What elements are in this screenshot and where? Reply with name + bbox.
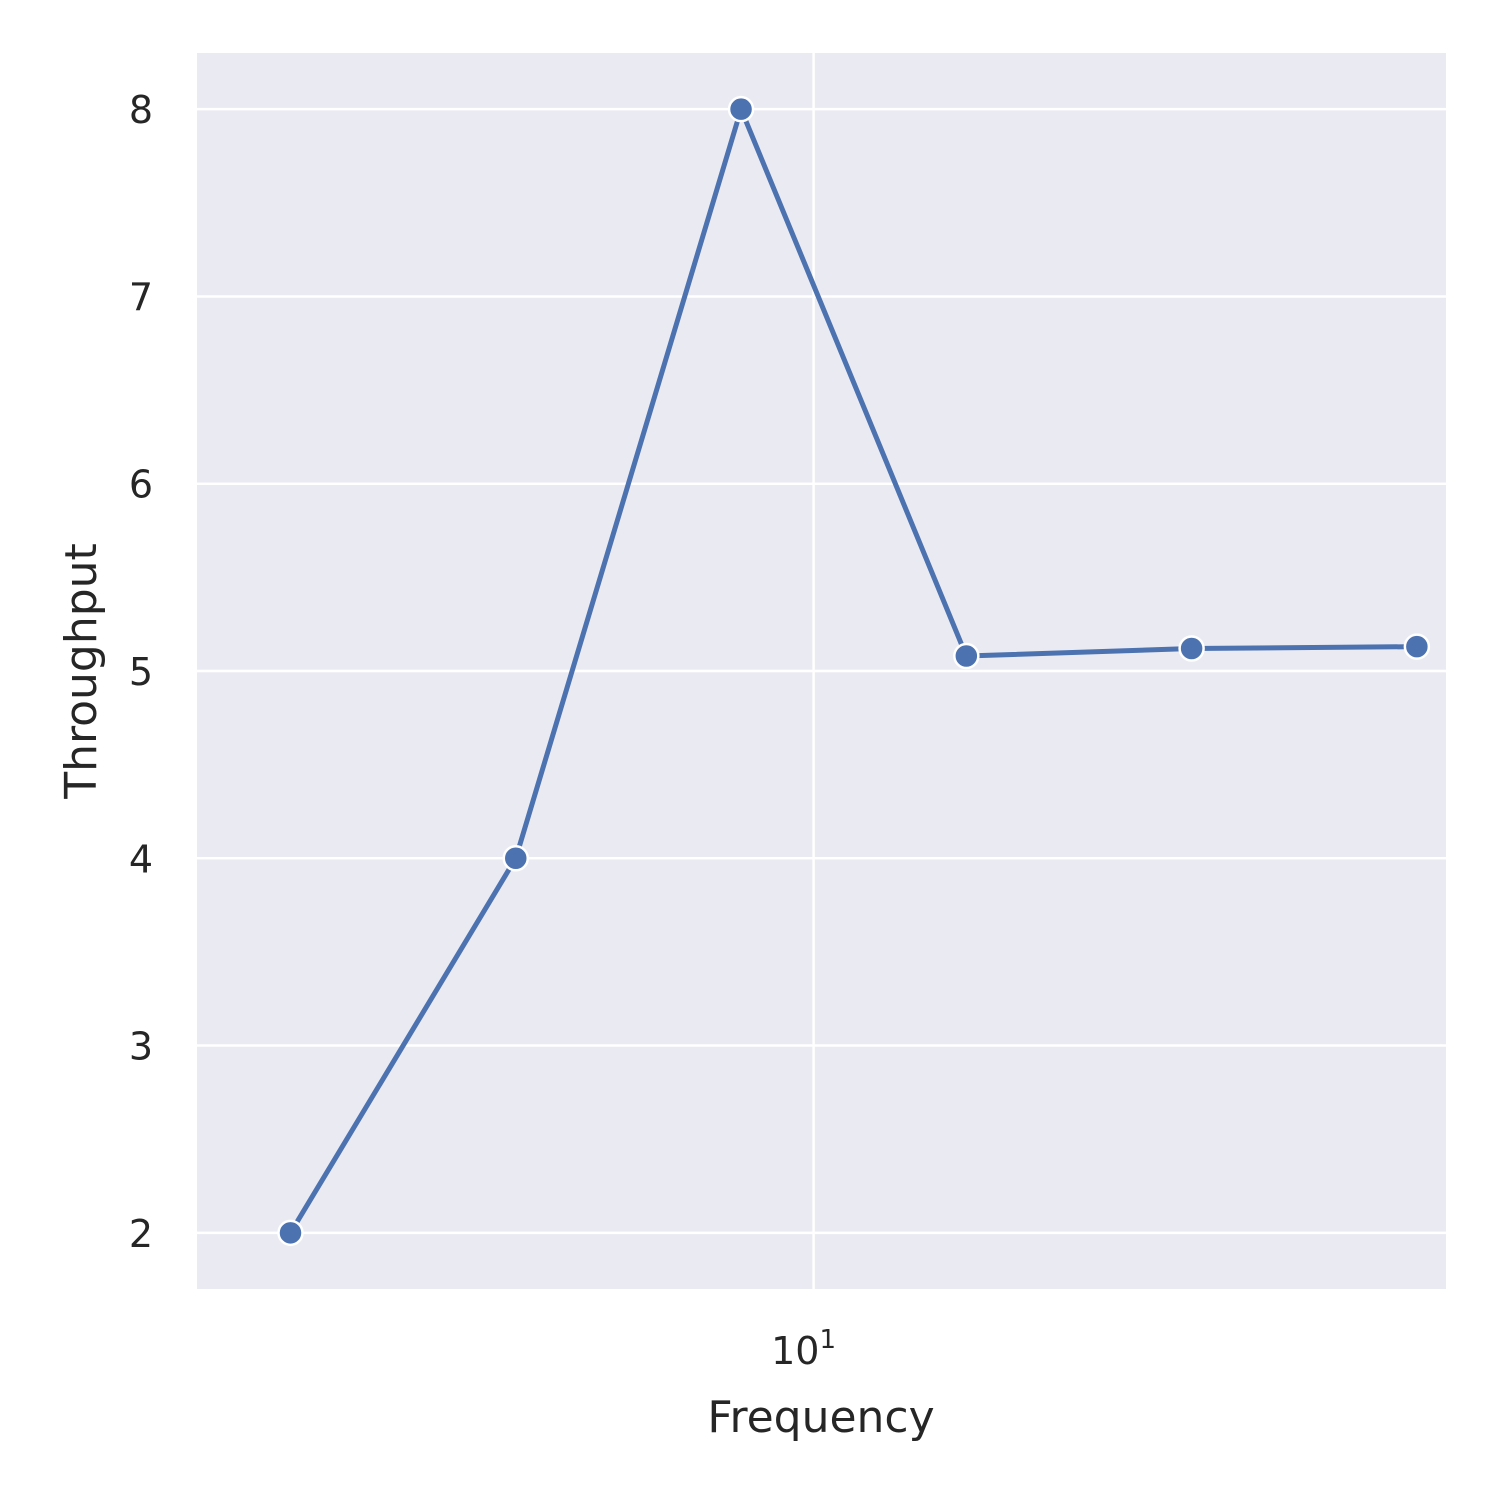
y-tick-label: 5 <box>129 650 153 694</box>
y-tick-label: 2 <box>129 1212 153 1256</box>
y-tick-label: 8 <box>129 88 153 132</box>
data-point <box>727 95 755 123</box>
data-point <box>1178 635 1205 662</box>
y-axis-label: Throughput <box>56 543 107 800</box>
y-tick-label: 6 <box>129 463 153 507</box>
data-point <box>953 642 980 670</box>
x-tick-label: 101 <box>771 1325 836 1373</box>
x-axis-label: Frequency <box>707 1392 934 1443</box>
data-point <box>1403 633 1431 660</box>
y-tick-label: 7 <box>129 275 153 319</box>
y-tick-label: 4 <box>129 837 153 881</box>
data-point <box>277 1219 304 1247</box>
series-group <box>277 95 1431 1247</box>
y-tick-labels: 2 3 4 5 6 7 8 <box>129 88 153 1256</box>
y-tick-label: 3 <box>129 1025 153 1069</box>
x-tick-labels: 101 <box>771 1325 836 1373</box>
series-line <box>288 106 1417 1235</box>
data-point <box>502 845 530 872</box>
